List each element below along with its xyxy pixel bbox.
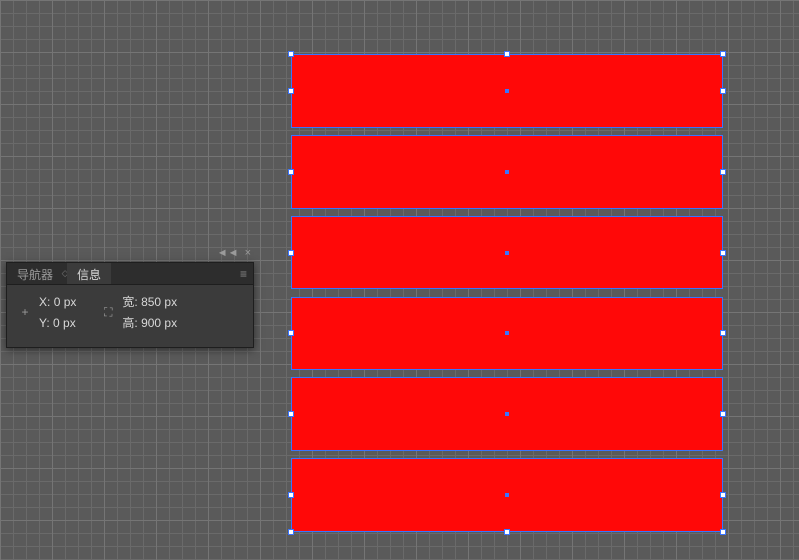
selection-handle[interactable] (720, 250, 726, 256)
panel-flyout-menu-icon[interactable]: ≡ (240, 267, 247, 281)
shape-rect[interactable] (291, 458, 723, 532)
panel-collapse-icon[interactable]: ◄◄ (217, 247, 239, 259)
panel-tabs: 导航器 ◇ 信息 ≡ (7, 263, 253, 285)
crosshair-icon: + (17, 305, 33, 319)
selection-handle[interactable] (720, 330, 726, 336)
selection-center-icon (505, 251, 509, 255)
selection-handle[interactable] (504, 529, 510, 535)
selection-center-icon (505, 170, 509, 174)
shape-rect[interactable] (291, 135, 723, 209)
selection-handle[interactable] (288, 411, 294, 417)
selection-handle[interactable] (288, 169, 294, 175)
shape-rect[interactable] (291, 54, 723, 128)
dimensions-readout: ⛶ 宽: 850 px 高: 900 px (100, 293, 177, 331)
selection-handle[interactable] (288, 250, 294, 256)
dimensions-icon: ⛶ (100, 305, 116, 320)
selection-handle[interactable] (720, 411, 726, 417)
selection-handle[interactable] (288, 492, 294, 498)
selection-handle[interactable] (720, 169, 726, 175)
selection-handle[interactable] (720, 51, 726, 57)
selection-center-icon (505, 89, 509, 93)
selection-handle[interactable] (288, 51, 294, 57)
selection-handle[interactable] (288, 88, 294, 94)
selection-handle[interactable] (720, 88, 726, 94)
selection-handle[interactable] (504, 51, 510, 57)
info-panel-body: + X: 0 px Y: 0 px ⛶ 宽: 850 px 高: 900 px (7, 285, 253, 341)
selection-center-icon (505, 412, 509, 416)
y-readout: Y: 0 px (39, 316, 76, 330)
width-readout: 宽: 850 px (122, 293, 177, 310)
tab-navigator[interactable]: 导航器 (7, 263, 63, 284)
selection-handle[interactable] (720, 529, 726, 535)
selection-handle[interactable] (288, 330, 294, 336)
info-panel[interactable]: ◄◄ × 导航器 ◇ 信息 ≡ + X: 0 px Y: 0 px ⛶ 宽: 8… (6, 262, 254, 348)
shape-rect[interactable] (291, 216, 723, 290)
selected-artboard[interactable] (291, 54, 723, 532)
panel-close-icon[interactable]: × (245, 247, 251, 259)
shape-rect[interactable] (291, 297, 723, 371)
x-readout: X: 0 px (39, 295, 76, 309)
panel-window-controls: ◄◄ × (217, 247, 251, 259)
cursor-position-readout: + X: 0 px Y: 0 px (17, 293, 76, 331)
selection-center-icon (505, 493, 509, 497)
shape-rect[interactable] (291, 377, 723, 451)
height-readout: 高: 900 px (122, 314, 177, 331)
tab-info[interactable]: 信息 (67, 263, 111, 284)
selection-handle[interactable] (288, 529, 294, 535)
selection-handle[interactable] (720, 492, 726, 498)
selection-center-icon (505, 331, 509, 335)
